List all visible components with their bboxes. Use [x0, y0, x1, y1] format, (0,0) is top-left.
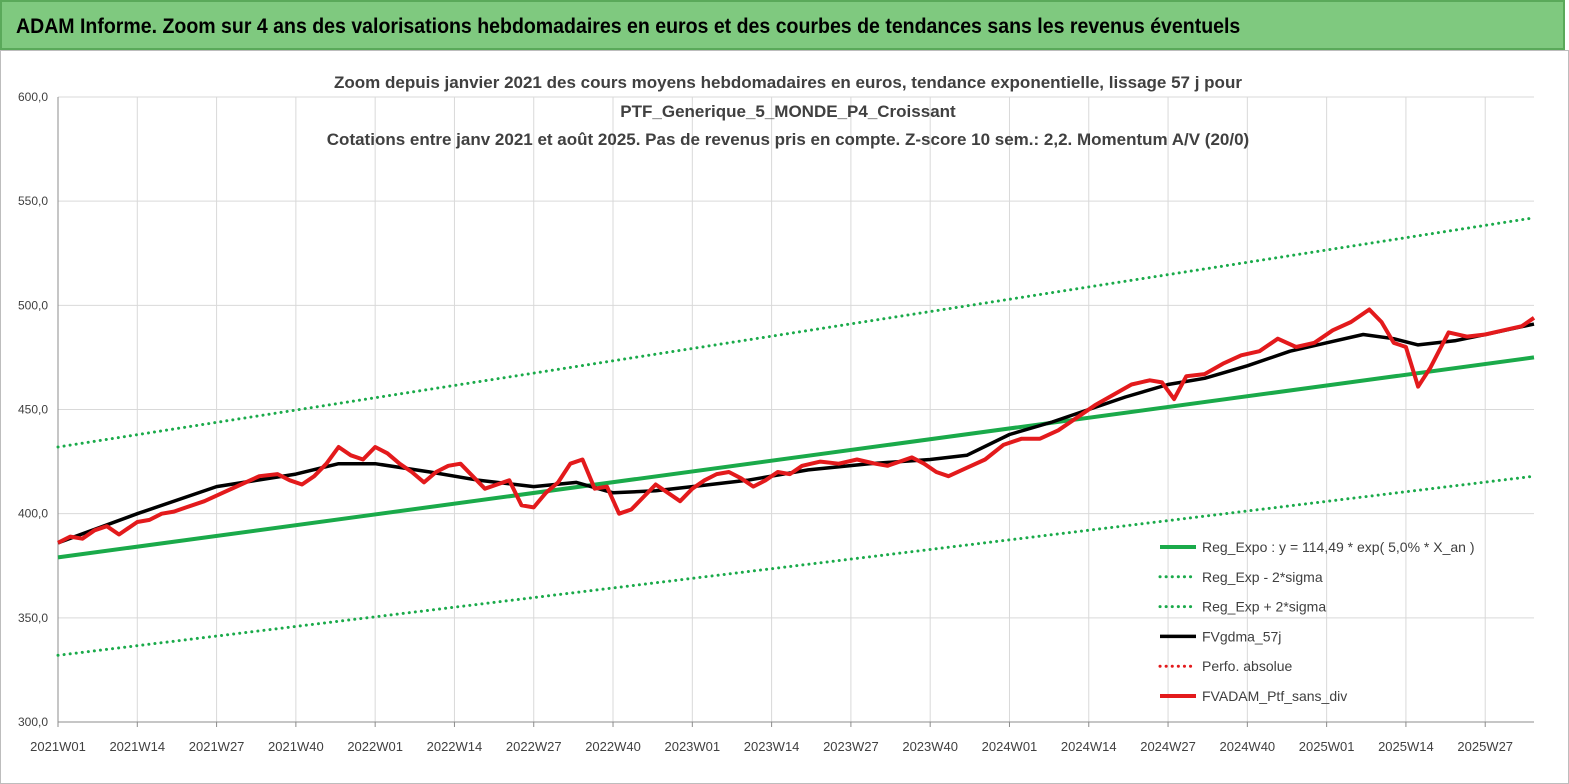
x-tick-label: 2024W40	[1220, 739, 1276, 754]
chart-title: Zoom depuis janvier 2021 des cours moyen…	[334, 73, 1242, 92]
axis-layer: 300,0 350,0 400,0 450,0 500,0 550,0 600,0 2021W…	[18, 90, 1534, 754]
x-tick-label: 2022W27	[506, 739, 562, 754]
x-tick-label: 2024W01	[982, 739, 1038, 754]
series-line-fvadam-ptf-sans-div	[57, 307, 1536, 545]
legend-label: Reg_Exp - 2*sigma	[1202, 569, 1323, 585]
x-tick-label: 2021W27	[189, 739, 245, 754]
chart-banner: ADAM Informe. Zoom sur 4 ans des valoris…	[0, 0, 1565, 50]
x-tick-label: 2023W14	[744, 739, 800, 754]
x-tick-label: 2022W14	[427, 739, 483, 754]
x-tick-label: 2024W27	[1140, 739, 1196, 754]
chart-caption: Cotations entre janv 2021 et août 2025. …	[327, 130, 1249, 149]
chart-frame	[0, 50, 1569, 784]
x-tick-label: 2025W01	[1299, 739, 1355, 754]
legend-label: FVADAM_Ptf_sans_div	[1202, 688, 1347, 704]
y-tick-label: 500,0	[18, 298, 48, 312]
y-tick-label: 350,0	[18, 611, 48, 625]
x-tick-label: 2022W40	[585, 739, 641, 754]
banner-title: ADAM Informe. Zoom sur 4 ans des valoris…	[16, 15, 1241, 38]
x-tick-label: 2023W01	[664, 739, 720, 754]
y-tick-label: 550,0	[18, 194, 48, 208]
y-tick-label: 450,0	[18, 403, 48, 417]
series-layer	[56, 216, 1536, 657]
legend-label: FVgdma_57j	[1202, 628, 1281, 644]
x-tick-label: 2025W27	[1457, 739, 1513, 754]
chart-legend: Reg_Expo : y = 114,49 * exp( 5,0% * X_an…	[1158, 539, 1475, 704]
chart-subtitle: PTF_Generique_5_MONDE_P4_Croissant	[620, 102, 956, 121]
y-tick-label: 300,0	[18, 715, 48, 729]
x-tick-label: 2021W01	[30, 739, 86, 754]
x-tick-label: 2022W01	[347, 739, 403, 754]
series-line-reg-expo-y-114-49-exp-5-0-x-an	[57, 355, 1535, 560]
x-tick-label: 2021W14	[109, 739, 165, 754]
x-tick-label: 2025W14	[1378, 739, 1434, 754]
legend-label: Reg_Exp + 2*sigma	[1202, 599, 1326, 615]
x-tick-label: 2024W14	[1061, 739, 1117, 754]
y-tick-label: 600,0	[18, 90, 48, 104]
series-line-reg-exp-2-sigma	[56, 474, 1536, 657]
x-tick-label: 2023W40	[902, 739, 958, 754]
x-tick-label: 2023W27	[823, 739, 879, 754]
grid-layer	[57, 96, 1534, 723]
legend-label: Reg_Expo : y = 114,49 * exp( 5,0% * X_an…	[1202, 539, 1475, 555]
legend-label: Perfo. absolue	[1202, 658, 1292, 674]
y-tick-label: 400,0	[18, 507, 48, 521]
series-line-reg-exp-2-sigma	[56, 216, 1536, 449]
x-tick-label: 2021W40	[268, 739, 324, 754]
series-line-fvgdma-57j	[57, 322, 1535, 545]
